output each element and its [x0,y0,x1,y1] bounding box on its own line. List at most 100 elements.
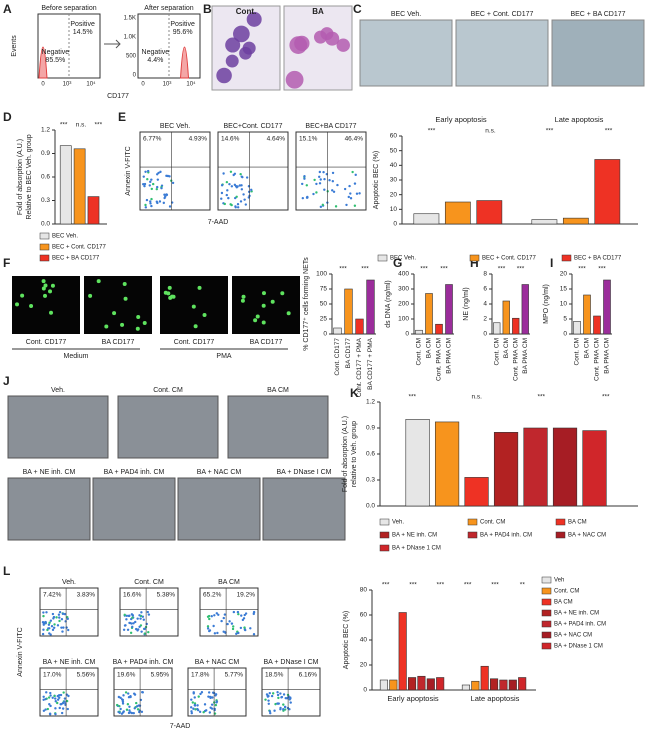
event-dot [42,623,45,626]
event-dot [132,692,136,695]
event-dot [158,200,162,203]
event-dot [44,708,47,711]
event-dot [132,711,135,715]
event-dot [240,614,243,617]
event-dot [318,170,322,174]
event-dot [236,203,240,206]
event-dot [347,195,350,199]
event-dot [328,178,331,182]
event-dot [322,170,325,174]
significance: *** [517,266,525,273]
bar [73,148,86,225]
legend-swatch [379,531,390,539]
x-tick-label: 10⁴ [86,81,96,88]
legend-label: BEC + Cont. CD177 [482,256,537,262]
event-dot [196,708,200,712]
event-dot [191,701,194,704]
label: BEC + Cont. CD177 [471,11,534,18]
label: Veh. [51,387,65,394]
legend-swatch [555,531,566,539]
plot-title: BA + NE inh. CM [43,659,96,666]
event-dot [49,619,53,622]
bar [531,219,558,225]
bar [445,284,453,335]
panel-letter: L [3,564,10,578]
x-tick-label: 10³ [163,82,172,88]
legend-swatch [39,254,50,262]
event-dot [143,627,146,631]
cell [285,70,304,89]
net-cell [171,294,176,299]
event-dot [42,698,45,701]
y-tick-label: 60 [390,133,398,140]
y-tick-label: 0.6 [366,451,375,458]
event-dot [247,190,251,194]
event-dot [171,181,175,185]
panel-letter: J [3,374,10,388]
net-cell [43,293,48,298]
event-dot [306,195,309,199]
event-dot [146,169,150,173]
y-tick-label: 25 [320,316,328,323]
net-cell [240,298,245,303]
event-dot [276,693,280,697]
net-cell [253,318,258,323]
y-axis-title: relative to Veh. group [351,421,358,487]
significance: *** [491,582,499,589]
event-dot [228,620,231,623]
event-dot [132,622,135,625]
event-dot [42,695,45,698]
event-dot [120,698,124,701]
event-dot [165,193,168,196]
event-dot [321,203,324,207]
bar [471,680,480,691]
label: BA + NE inh. CM [23,469,76,476]
event-dot [331,180,335,183]
y-tick-label: 1.2 [366,399,375,406]
x-tick-label: BA CD177 [345,338,352,369]
y-tick-label: 10 [390,206,398,213]
label: 85.5% [45,57,65,64]
significance: n.s. [485,128,496,135]
net-cell [168,295,173,300]
event-dot [46,707,50,711]
event-dot [233,183,237,187]
event-dot [135,701,138,705]
legend-swatch [469,254,480,262]
y-tick-label: 6 [483,286,487,293]
event-dot [155,187,159,191]
event-dot [215,701,218,704]
event-dot [243,198,246,201]
event-dot [54,712,57,716]
bar [366,279,375,335]
event-dot [213,632,217,635]
event-dot [189,706,193,709]
net-cell [193,324,198,329]
significance: *** [60,122,68,129]
event-dot [126,628,130,631]
event-dot [210,703,214,706]
significance: n.s. [76,122,87,129]
label: 7.42% [43,592,62,599]
event-dot [163,193,166,196]
event-dot [159,170,162,174]
significance: *** [408,394,416,401]
x-tick-label: BA PMA CM [604,338,611,374]
net-cell [96,279,101,284]
flow-plot [139,131,211,211]
event-dot [56,624,60,627]
plot-title: After separation [144,5,194,12]
event-dot [303,177,306,180]
y-tick-label: 1.0K [124,35,136,41]
net-cell [122,282,127,287]
label: 14.5% [73,29,93,36]
flow-plot [199,587,259,637]
legend-label: BA CM [554,600,573,606]
net-cell [270,299,275,304]
x-tick-label: 0 [141,82,145,88]
y-tick-label: 80 [360,587,368,594]
legend-swatch [541,609,552,617]
label: 4.93% [189,136,208,143]
y-tick-label: 100 [316,271,327,278]
